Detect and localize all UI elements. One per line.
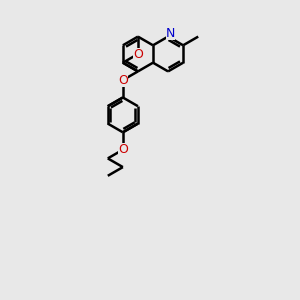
Text: O: O bbox=[118, 74, 128, 87]
Text: O: O bbox=[118, 143, 128, 156]
Text: O: O bbox=[133, 47, 143, 61]
Text: N: N bbox=[166, 26, 175, 40]
